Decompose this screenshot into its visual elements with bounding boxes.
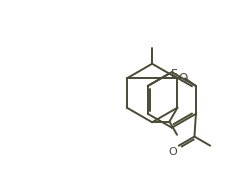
Text: F: F	[170, 68, 177, 81]
Text: O: O	[177, 72, 187, 85]
Text: O: O	[168, 147, 177, 157]
